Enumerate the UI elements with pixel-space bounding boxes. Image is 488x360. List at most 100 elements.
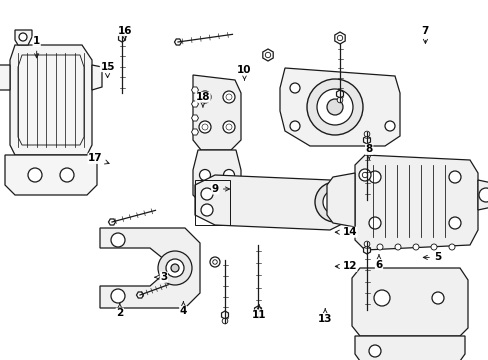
Polygon shape [262,49,273,61]
Polygon shape [92,65,102,90]
Polygon shape [10,45,92,155]
Circle shape [337,35,342,41]
Text: 18: 18 [195,92,210,107]
Text: 16: 16 [117,26,132,40]
Text: 17: 17 [88,153,109,164]
Circle shape [60,168,74,182]
Circle shape [289,83,299,93]
Circle shape [362,172,367,178]
Circle shape [358,169,370,181]
Circle shape [364,241,369,247]
Circle shape [111,233,125,247]
Polygon shape [191,101,198,107]
Circle shape [111,289,125,303]
Polygon shape [5,155,97,195]
Polygon shape [15,30,32,45]
Text: 8: 8 [365,144,372,159]
Circle shape [394,244,400,250]
Circle shape [199,91,210,103]
Circle shape [448,217,460,229]
Text: 7: 7 [421,26,428,44]
Polygon shape [280,68,399,146]
Polygon shape [174,39,181,45]
Circle shape [265,52,270,58]
Circle shape [323,190,346,214]
Polygon shape [351,268,467,336]
Polygon shape [136,292,143,298]
Polygon shape [193,75,241,150]
Circle shape [412,244,418,250]
Circle shape [329,197,339,207]
Circle shape [478,188,488,202]
Circle shape [289,121,299,131]
Circle shape [171,264,179,272]
Circle shape [158,251,192,285]
Circle shape [314,182,354,222]
Polygon shape [191,87,198,93]
Circle shape [211,184,222,195]
Circle shape [223,121,235,133]
Circle shape [326,99,342,115]
Circle shape [19,33,27,41]
Circle shape [430,244,436,250]
Polygon shape [363,136,370,144]
Circle shape [202,94,207,100]
Circle shape [384,121,394,131]
Circle shape [223,170,234,180]
Circle shape [199,170,210,180]
Text: 9: 9 [211,184,229,194]
Text: 12: 12 [335,261,356,271]
Circle shape [316,89,352,125]
Circle shape [368,171,380,183]
Text: 3: 3 [155,272,167,282]
Polygon shape [191,129,198,135]
Circle shape [376,244,382,250]
Text: 4: 4 [179,302,187,316]
Circle shape [202,124,207,130]
Text: 14: 14 [335,227,356,237]
Text: 1: 1 [33,36,40,58]
Polygon shape [363,246,370,254]
Circle shape [306,79,362,135]
Circle shape [201,188,213,200]
Circle shape [448,244,454,250]
Circle shape [448,171,460,183]
Text: 15: 15 [100,62,115,78]
Circle shape [201,204,213,216]
Circle shape [225,124,231,130]
Polygon shape [354,155,477,250]
Text: 10: 10 [237,65,251,80]
Circle shape [165,259,183,277]
Circle shape [225,94,231,100]
Circle shape [119,29,124,35]
Polygon shape [195,175,349,230]
Polygon shape [193,150,241,205]
Polygon shape [0,65,10,90]
Polygon shape [326,173,354,227]
Circle shape [373,290,389,306]
Text: 13: 13 [317,309,332,324]
Polygon shape [191,115,198,121]
Circle shape [223,91,235,103]
Polygon shape [108,219,115,225]
Circle shape [337,97,342,103]
Circle shape [431,292,443,304]
Circle shape [364,131,369,137]
Polygon shape [334,32,345,44]
Circle shape [212,260,217,264]
Text: 6: 6 [375,255,382,270]
Circle shape [255,313,260,319]
Text: 5: 5 [423,252,440,262]
Polygon shape [254,306,261,314]
Circle shape [199,121,210,133]
Polygon shape [354,336,464,360]
Circle shape [368,345,380,357]
Circle shape [368,217,380,229]
Text: 2: 2 [116,303,123,318]
Polygon shape [118,34,125,42]
Polygon shape [336,90,343,98]
Polygon shape [477,180,488,210]
Polygon shape [100,228,200,308]
Circle shape [209,257,220,267]
Circle shape [28,168,42,182]
